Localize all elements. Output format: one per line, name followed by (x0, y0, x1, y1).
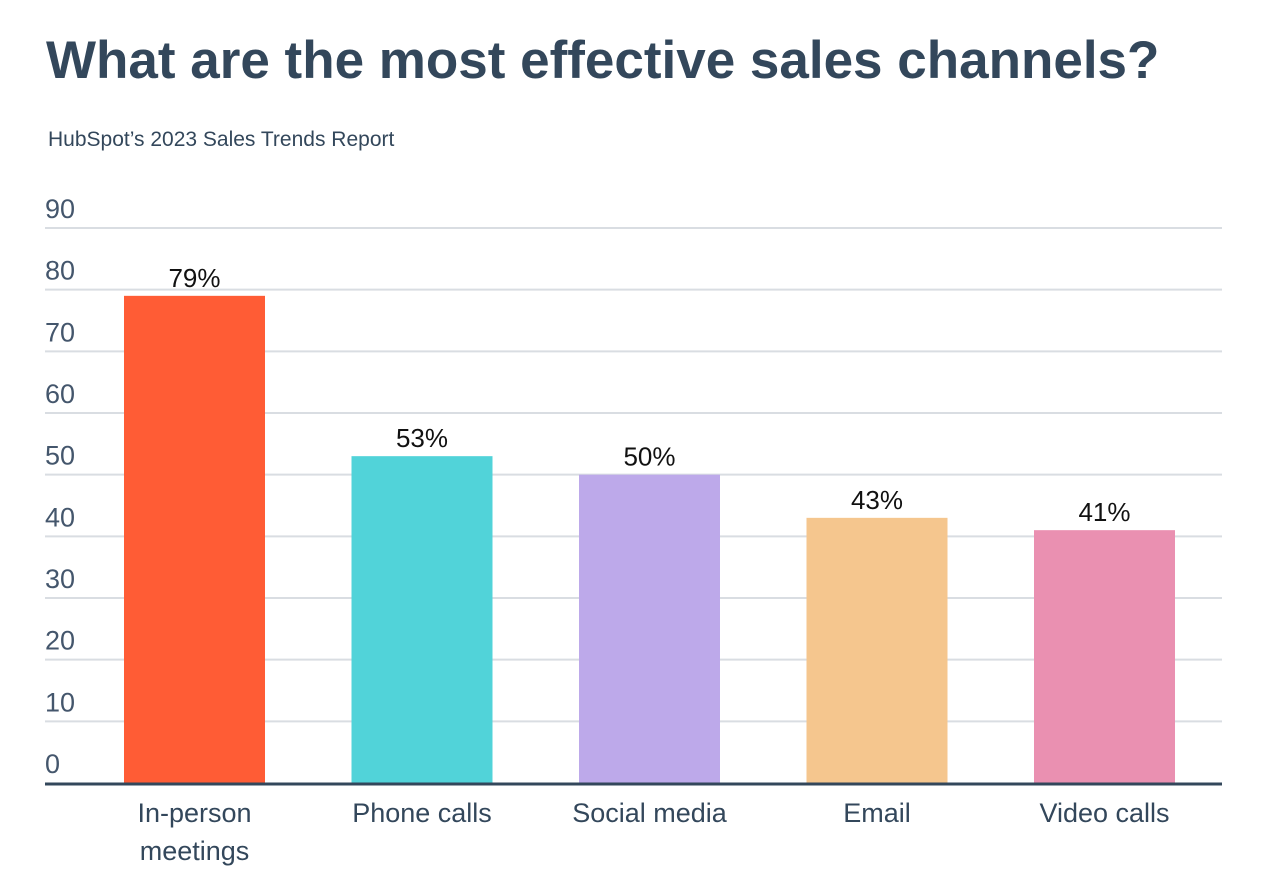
y-tick-label: 40 (45, 502, 75, 532)
data-label: 53% (396, 423, 448, 453)
category-label: Phone calls (352, 798, 492, 828)
category-label: Video calls (1039, 798, 1169, 828)
bar-1 (351, 456, 493, 783)
category-label: Social media (572, 798, 728, 828)
chart-title: What are the most effective sales channe… (46, 31, 1160, 90)
y-tick-label: 10 (45, 687, 75, 717)
category-label: meetings (140, 836, 250, 866)
category-label: In-person (137, 798, 251, 828)
y-tick-label: 0 (45, 749, 60, 779)
bar-0 (124, 295, 265, 783)
category-label: Email (843, 798, 911, 828)
bar-4 (1034, 530, 1175, 783)
y-tick-label: 80 (45, 256, 75, 286)
bar-2 (579, 474, 720, 783)
data-label: 50% (623, 442, 675, 472)
y-tick-label: 60 (45, 379, 75, 409)
y-tick-label: 20 (45, 626, 75, 656)
data-label: 41% (1078, 497, 1130, 527)
bar-3 (806, 517, 948, 783)
chart-subtitle: HubSpot’s 2023 Sales Trends Report (48, 128, 395, 151)
y-tick-label: 50 (45, 441, 75, 471)
data-label: 79% (168, 263, 220, 293)
data-label: 43% (851, 485, 903, 515)
y-tick-label: 30 (45, 564, 75, 594)
y-tick-label: 90 (45, 194, 75, 224)
y-tick-label: 70 (45, 317, 75, 347)
